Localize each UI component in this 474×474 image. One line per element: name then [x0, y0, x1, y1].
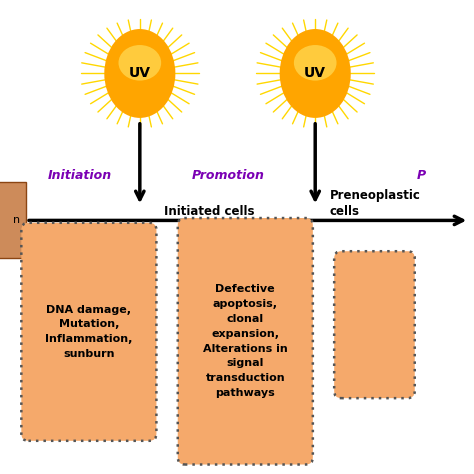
Ellipse shape — [104, 29, 175, 118]
Text: P: P — [417, 170, 426, 182]
Text: UV: UV — [129, 66, 151, 81]
Text: Preneoplastic
cells: Preneoplastic cells — [329, 189, 420, 218]
Text: Promotion: Promotion — [192, 170, 265, 182]
Text: Initiated cells: Initiated cells — [164, 205, 254, 218]
Ellipse shape — [280, 29, 351, 118]
Ellipse shape — [118, 45, 161, 81]
FancyBboxPatch shape — [334, 251, 415, 398]
Text: Defective
apoptosis,
clonal
expansion,
Alterations in
signal
transduction
pathwa: Defective apoptosis, clonal expansion, A… — [203, 284, 288, 398]
Text: Initiation: Initiation — [47, 170, 111, 182]
Text: n: n — [13, 215, 20, 226]
FancyBboxPatch shape — [178, 218, 313, 465]
Text: UV: UV — [304, 66, 326, 81]
Text: DNA damage,
Mutation,
Inflammation,
sunburn: DNA damage, Mutation, Inflammation, sunb… — [45, 305, 133, 359]
Ellipse shape — [294, 45, 337, 81]
FancyBboxPatch shape — [21, 223, 156, 441]
FancyBboxPatch shape — [0, 182, 26, 258]
